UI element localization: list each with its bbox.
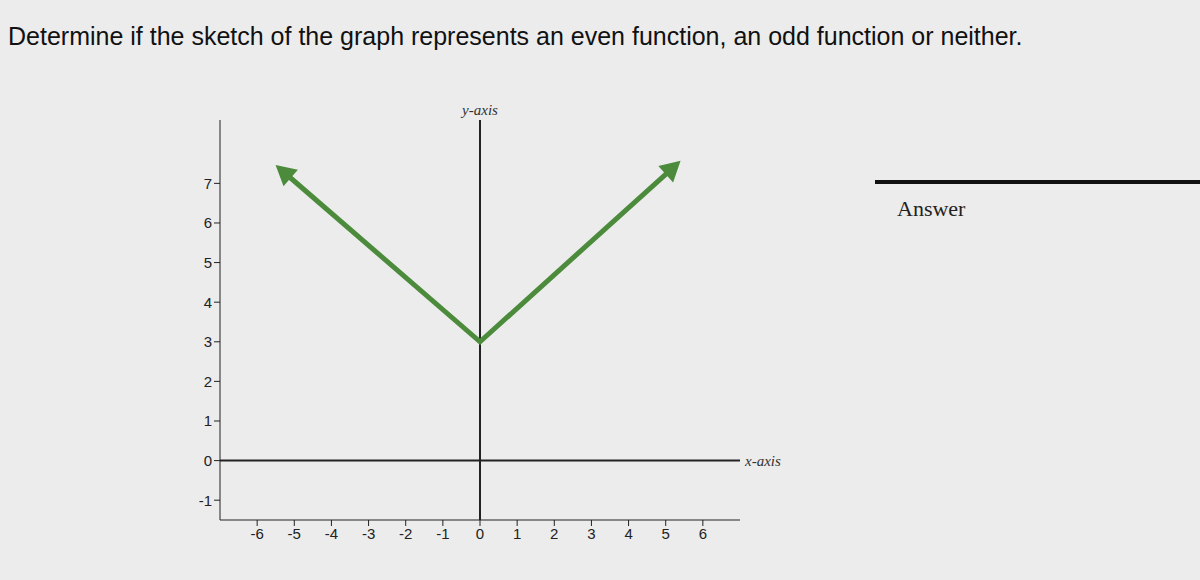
svg-text:-3: -3 xyxy=(362,525,375,542)
svg-text:y-axis: y-axis xyxy=(460,102,498,118)
svg-text:3: 3 xyxy=(587,525,595,542)
svg-text:1: 1 xyxy=(513,525,521,542)
svg-text:4: 4 xyxy=(204,294,212,311)
svg-text:7: 7 xyxy=(204,175,212,192)
svg-text:-1: -1 xyxy=(436,525,449,542)
svg-text:-5: -5 xyxy=(288,525,301,542)
svg-text:1: 1 xyxy=(204,412,212,429)
svg-text:2: 2 xyxy=(550,525,558,542)
svg-text:3: 3 xyxy=(204,333,212,350)
html-text:Answer: Answer xyxy=(897,196,966,221)
svg-text:5: 5 xyxy=(662,525,670,542)
svg-text:6: 6 xyxy=(699,525,707,542)
svg-text:-1: -1 xyxy=(199,492,212,509)
svg-text:5: 5 xyxy=(204,254,212,271)
svg-text:-6: -6 xyxy=(250,525,263,542)
svg-text:-4: -4 xyxy=(325,525,338,542)
svg-text:-2: -2 xyxy=(399,525,412,542)
svg-text:6: 6 xyxy=(204,214,212,231)
svg-text:2: 2 xyxy=(204,373,212,390)
html-text:Determine if the sketch of the: Determine if the sketch of the graph rep… xyxy=(8,22,1023,50)
svg-text:4: 4 xyxy=(624,525,632,542)
svg-text:0: 0 xyxy=(476,525,484,542)
svg-text:0: 0 xyxy=(204,452,212,469)
svg-text:x-axis: x-axis xyxy=(744,453,781,469)
